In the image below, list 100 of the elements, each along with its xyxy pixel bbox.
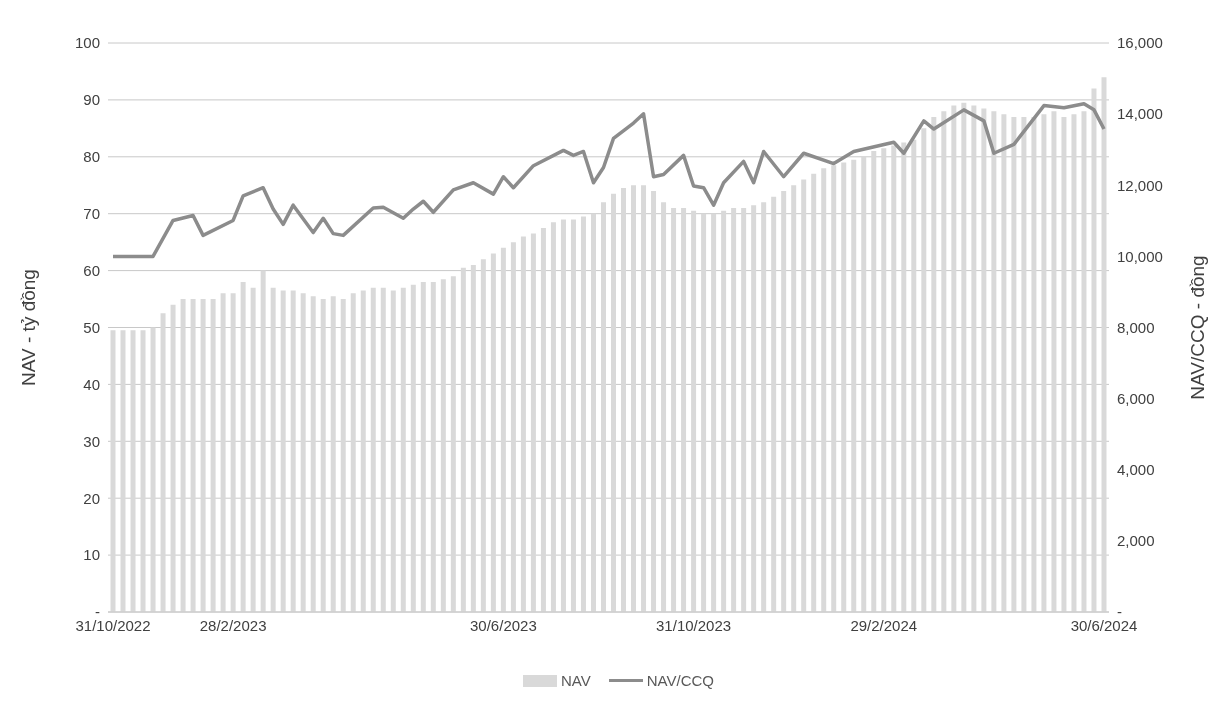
y-tick-label: 70 bbox=[83, 205, 100, 223]
bar bbox=[1061, 116, 1067, 612]
bar bbox=[190, 299, 196, 612]
bar bbox=[701, 213, 707, 612]
bar bbox=[350, 293, 356, 612]
bar bbox=[430, 281, 436, 612]
bar bbox=[641, 185, 647, 612]
bar bbox=[490, 253, 496, 612]
bar bbox=[821, 168, 827, 612]
bar bbox=[590, 213, 596, 612]
bar bbox=[210, 299, 216, 612]
bar bbox=[621, 188, 627, 612]
bar bbox=[530, 233, 536, 612]
y2-tick-label: 4,000 bbox=[1117, 461, 1155, 479]
bar bbox=[200, 299, 206, 612]
x-tick-label: 30/6/2023 bbox=[470, 616, 537, 634]
bar bbox=[741, 208, 747, 612]
bar bbox=[931, 116, 937, 612]
bar bbox=[951, 105, 957, 612]
y2-tick-label: 14,000 bbox=[1117, 105, 1163, 123]
y-tick-label: 10 bbox=[83, 546, 100, 564]
bar bbox=[260, 270, 266, 612]
bar bbox=[861, 156, 867, 612]
bar bbox=[1081, 111, 1087, 612]
x-tick-label: 28/2/2023 bbox=[199, 616, 267, 634]
bar bbox=[310, 296, 316, 612]
bar bbox=[971, 105, 977, 612]
bar bbox=[1031, 116, 1037, 612]
bar bbox=[290, 290, 296, 612]
bar bbox=[380, 287, 386, 612]
bar bbox=[1071, 114, 1077, 612]
x-tick-label: 29/2/2024 bbox=[850, 616, 918, 634]
legend-label: NAV/CCQ bbox=[646, 672, 714, 689]
bar bbox=[761, 202, 767, 612]
bar bbox=[560, 219, 566, 612]
bar bbox=[891, 145, 897, 612]
bar bbox=[721, 210, 727, 612]
bar bbox=[300, 293, 306, 612]
y2-tick-label: 6,000 bbox=[1117, 389, 1155, 407]
bar bbox=[520, 236, 526, 612]
bar bbox=[671, 208, 677, 612]
bar bbox=[580, 216, 586, 612]
y-tick-label: 80 bbox=[83, 148, 100, 166]
bar bbox=[220, 293, 226, 612]
bar bbox=[460, 267, 466, 612]
y2-tick-label: 2,000 bbox=[1117, 532, 1155, 550]
bar bbox=[711, 213, 717, 612]
bar bbox=[871, 151, 877, 612]
y-tick-label: 50 bbox=[83, 318, 100, 336]
bar bbox=[600, 202, 606, 612]
bar bbox=[250, 287, 256, 612]
bar bbox=[1021, 116, 1027, 612]
bar bbox=[981, 108, 987, 612]
bar bbox=[330, 296, 336, 612]
y-tick-label: 60 bbox=[83, 261, 100, 279]
bar bbox=[1001, 114, 1007, 612]
bar bbox=[570, 219, 576, 612]
bar bbox=[150, 327, 156, 612]
bar bbox=[691, 210, 697, 612]
legend-label: NAV bbox=[561, 672, 591, 689]
bar bbox=[130, 330, 136, 612]
bar bbox=[410, 284, 416, 612]
bar bbox=[1041, 114, 1047, 612]
y2-tick-label: 8,000 bbox=[1117, 318, 1155, 336]
bar bbox=[991, 111, 997, 612]
bar bbox=[911, 139, 917, 612]
bar bbox=[791, 185, 797, 612]
bar bbox=[340, 299, 346, 612]
bar bbox=[440, 279, 446, 612]
bar bbox=[1051, 111, 1057, 612]
bar bbox=[611, 193, 616, 612]
y-tick-label: 90 bbox=[83, 91, 100, 109]
bar bbox=[360, 290, 366, 612]
bar bbox=[450, 276, 456, 612]
bar bbox=[841, 162, 847, 612]
bar bbox=[961, 102, 967, 612]
bar bbox=[320, 299, 326, 612]
bar bbox=[480, 259, 486, 612]
y2-tick-label: 12,000 bbox=[1117, 176, 1163, 194]
bar bbox=[120, 330, 126, 612]
y-tick-label: 20 bbox=[83, 489, 100, 507]
bar bbox=[681, 208, 687, 612]
y-axis-title: NAV - tỷ đồng bbox=[17, 269, 39, 386]
y-tick-label: 100 bbox=[74, 34, 100, 52]
bar bbox=[390, 290, 396, 612]
bar bbox=[160, 313, 166, 612]
line-series bbox=[111, 102, 1106, 259]
bar bbox=[540, 227, 546, 612]
bar bbox=[851, 159, 857, 612]
bar bbox=[110, 330, 116, 612]
bar bbox=[510, 242, 516, 612]
bar bbox=[781, 190, 787, 612]
bar bbox=[400, 287, 406, 612]
bar bbox=[240, 281, 246, 612]
bar bbox=[751, 205, 757, 612]
bar bbox=[941, 111, 947, 612]
y-tick-label: 30 bbox=[83, 432, 100, 450]
bar bbox=[921, 128, 927, 612]
bar bbox=[811, 173, 817, 612]
bar bbox=[470, 264, 476, 612]
